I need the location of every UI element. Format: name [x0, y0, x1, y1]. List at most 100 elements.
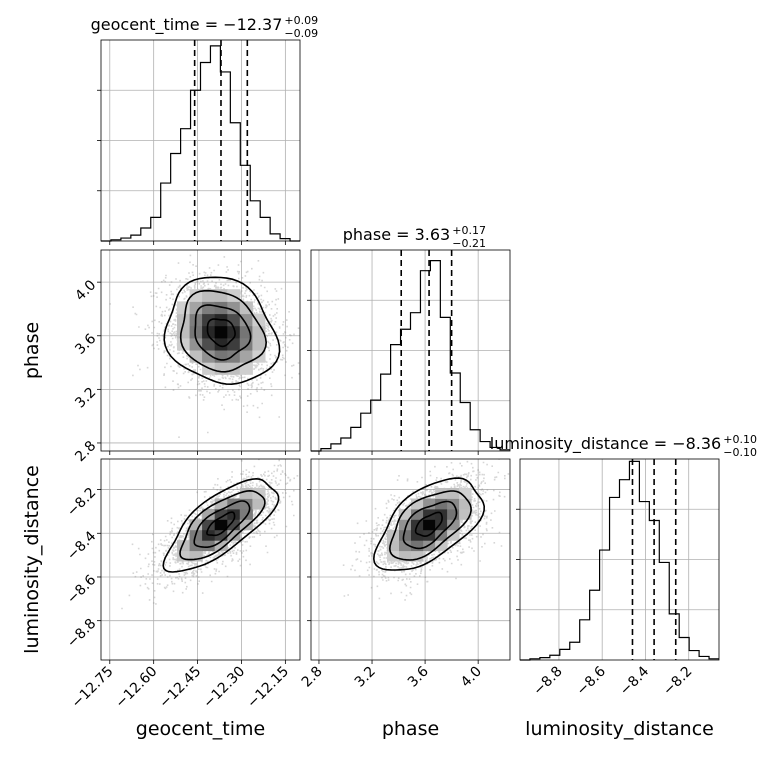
axes-frame: [519, 458, 720, 661]
contour-2-sigma: [163, 276, 281, 386]
density-cell: [202, 540, 216, 552]
hist-panel-phase: phase = 3.63 +0.17−0.21: [307, 224, 511, 455]
panel-content: [101, 250, 300, 451]
density-panel-luminosity_distance-vs-geocent_time: [97, 458, 301, 664]
contour-1.5-sigma: [179, 489, 266, 561]
x-tick-label-luminosity_distance: −8.6: [574, 663, 609, 698]
density-cell: [399, 550, 412, 562]
density-cell: [239, 488, 253, 499]
x-tick-label-phase: 2.8: [299, 664, 326, 691]
density-cell: [435, 519, 448, 531]
density-cell: [399, 519, 412, 531]
density-cell: [214, 508, 228, 520]
panel-content: [101, 459, 300, 660]
density-cell: [411, 529, 424, 541]
contour-2-sigma: [372, 477, 486, 571]
axes-frame: [310, 458, 511, 661]
y-tick-label-phase: 2.8: [72, 438, 99, 465]
y-tick-label-phase: 4.0: [72, 277, 99, 304]
y-tick-label-phase: 3.2: [72, 384, 99, 411]
histogram-phase: [311, 260, 510, 452]
title-upper-error: +0.09: [284, 14, 318, 27]
y-tick-label-luminosity_distance: −8.6: [64, 572, 99, 607]
contour-1-sigma: [402, 500, 458, 550]
density-cell: [189, 519, 203, 531]
title-lower-error: −0.09: [284, 27, 318, 40]
density-cell: [447, 488, 460, 499]
panel-content: [311, 459, 510, 660]
x-tick-label-geocent_time: −12.60: [113, 664, 161, 712]
density-cell: [202, 325, 216, 339]
x-tick-label-geocent_time: −12.15: [244, 664, 292, 712]
density-cell: [227, 362, 241, 375]
density-cell: [189, 325, 203, 339]
density-cell: [227, 337, 241, 351]
density-cell: [459, 508, 472, 520]
density-cell: [423, 498, 436, 510]
x-axis-label-phase: phase: [382, 718, 439, 740]
axes-frame: [100, 249, 301, 452]
y-tick-label-luminosity_distance: −8.4: [64, 528, 99, 563]
y-axis-label-phase: phase: [21, 322, 43, 379]
contour-0.5-sigma: [206, 318, 236, 348]
axes-frame: [310, 249, 511, 452]
x-tick-label-phase: 4.0: [458, 664, 485, 691]
density-cell: [177, 301, 191, 315]
density-cell: [202, 508, 216, 520]
contour-1.5-sigma: [179, 289, 268, 373]
panel-title-phase: phase = 3.63: [343, 225, 450, 244]
contour-0.5-sigma: [206, 511, 236, 537]
title-lower-error: −0.21: [452, 237, 486, 250]
contour-2-sigma: [162, 477, 280, 573]
density-cell: [189, 550, 203, 562]
hist-panel-geocent_time: geocent_time = −12.37 +0.09−0.09: [91, 14, 318, 245]
density-cell: [227, 325, 241, 339]
density-cell: [202, 337, 216, 351]
y-tick-label-phase: 3.6: [72, 331, 99, 358]
density-cell: [214, 540, 228, 552]
density-cell: [202, 519, 216, 531]
density-cell: [227, 519, 241, 531]
y-tick-label-luminosity_distance: −8.8: [64, 616, 99, 651]
x-tick-label-luminosity_distance: −8.4: [617, 663, 652, 698]
density-cell: [411, 498, 424, 510]
contour-1-sigma: [194, 304, 252, 361]
density-cell: [435, 498, 448, 510]
density-cell: [252, 498, 266, 510]
x-axis-label-geocent_time: geocent_time: [136, 718, 265, 740]
x-tick-label-luminosity_distance: −8.2: [660, 664, 695, 699]
density-cell: [239, 498, 253, 510]
contour-1-sigma: [193, 500, 251, 548]
density-cell: [252, 313, 266, 327]
density-cell: [214, 519, 228, 531]
histogram-geocent_time: [101, 45, 300, 242]
density-cell: [411, 550, 424, 562]
panel-title-geocent_time: geocent_time = −12.37: [91, 15, 283, 35]
density-cell: [447, 519, 460, 531]
x-tick-label-geocent_time: −12.45: [156, 664, 204, 712]
x-tick-label-phase: 3.2: [352, 664, 379, 691]
density-cell: [202, 350, 216, 363]
density-cell: [202, 313, 216, 327]
title-upper-error: +0.10: [723, 433, 757, 446]
density-cell: [239, 325, 253, 339]
density-cell: [177, 325, 191, 339]
y-axis-label-luminosity_distance: luminosity_distance: [21, 465, 43, 654]
density-cell: [239, 350, 253, 363]
density-cell: [239, 508, 253, 520]
x-tick-label-luminosity_distance: −8.8: [530, 664, 565, 699]
axes-frame: [100, 39, 301, 242]
hist-panel-luminosity_distance: luminosity_distance = −8.36 +0.10−0.10: [490, 433, 757, 661]
density-cell: [202, 289, 216, 302]
density-cell: [214, 498, 228, 510]
contour-0.5-sigma: [414, 511, 443, 538]
title-upper-error: +0.17: [452, 224, 486, 237]
density-cell: [447, 529, 460, 541]
title-lower-error: −0.10: [723, 446, 757, 459]
panel-title-luminosity_distance: luminosity_distance = −8.36: [490, 434, 721, 454]
histogram-luminosity_distance: [520, 460, 719, 661]
density-panel-luminosity_distance-vs-phase: [307, 458, 511, 664]
density-panel-phase-vs-geocent_time: [97, 249, 301, 455]
density-cell: [411, 508, 424, 520]
